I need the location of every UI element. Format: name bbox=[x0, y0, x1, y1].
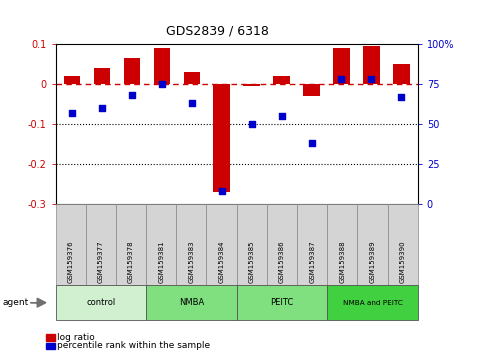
Text: GSM159378: GSM159378 bbox=[128, 241, 134, 283]
Bar bbox=[94, 68, 110, 84]
Point bbox=[218, 188, 226, 194]
Bar bbox=[124, 58, 140, 84]
Text: GSM159383: GSM159383 bbox=[188, 241, 194, 283]
Bar bbox=[154, 48, 170, 84]
Bar bbox=[393, 64, 410, 84]
Point bbox=[278, 113, 285, 119]
Text: percentile rank within the sample: percentile rank within the sample bbox=[57, 341, 211, 350]
Point bbox=[398, 94, 405, 99]
Text: GDS2839 / 6318: GDS2839 / 6318 bbox=[166, 24, 269, 37]
Text: GSM159376: GSM159376 bbox=[68, 241, 73, 283]
Bar bbox=[64, 76, 80, 84]
Point bbox=[68, 110, 76, 115]
Text: GSM159384: GSM159384 bbox=[219, 241, 225, 283]
Point bbox=[188, 101, 196, 106]
Bar bbox=[184, 72, 200, 84]
Point bbox=[158, 81, 166, 87]
Point bbox=[128, 92, 136, 98]
Text: GSM159377: GSM159377 bbox=[98, 241, 104, 283]
Point bbox=[338, 76, 345, 82]
Point bbox=[248, 121, 256, 127]
Bar bbox=[363, 46, 380, 84]
Text: agent: agent bbox=[2, 298, 28, 307]
Bar bbox=[333, 48, 350, 84]
Bar bbox=[303, 84, 320, 96]
Text: GSM159385: GSM159385 bbox=[249, 241, 255, 283]
Text: GSM159389: GSM159389 bbox=[369, 241, 375, 283]
Text: GSM159381: GSM159381 bbox=[158, 241, 164, 283]
Bar bbox=[243, 84, 260, 86]
Text: GSM159388: GSM159388 bbox=[340, 241, 345, 283]
Bar bbox=[273, 76, 290, 84]
Text: NMBA and PEITC: NMBA and PEITC bbox=[342, 300, 402, 306]
Point bbox=[308, 140, 315, 146]
Point bbox=[98, 105, 106, 111]
Text: control: control bbox=[86, 298, 115, 307]
Text: GSM159387: GSM159387 bbox=[309, 241, 315, 283]
Point bbox=[368, 76, 375, 82]
Text: PEITC: PEITC bbox=[270, 298, 294, 307]
Text: GSM159390: GSM159390 bbox=[400, 241, 406, 283]
Bar bbox=[213, 84, 230, 192]
Text: log ratio: log ratio bbox=[57, 333, 95, 342]
Text: NMBA: NMBA bbox=[179, 298, 204, 307]
Text: GSM159386: GSM159386 bbox=[279, 241, 285, 283]
